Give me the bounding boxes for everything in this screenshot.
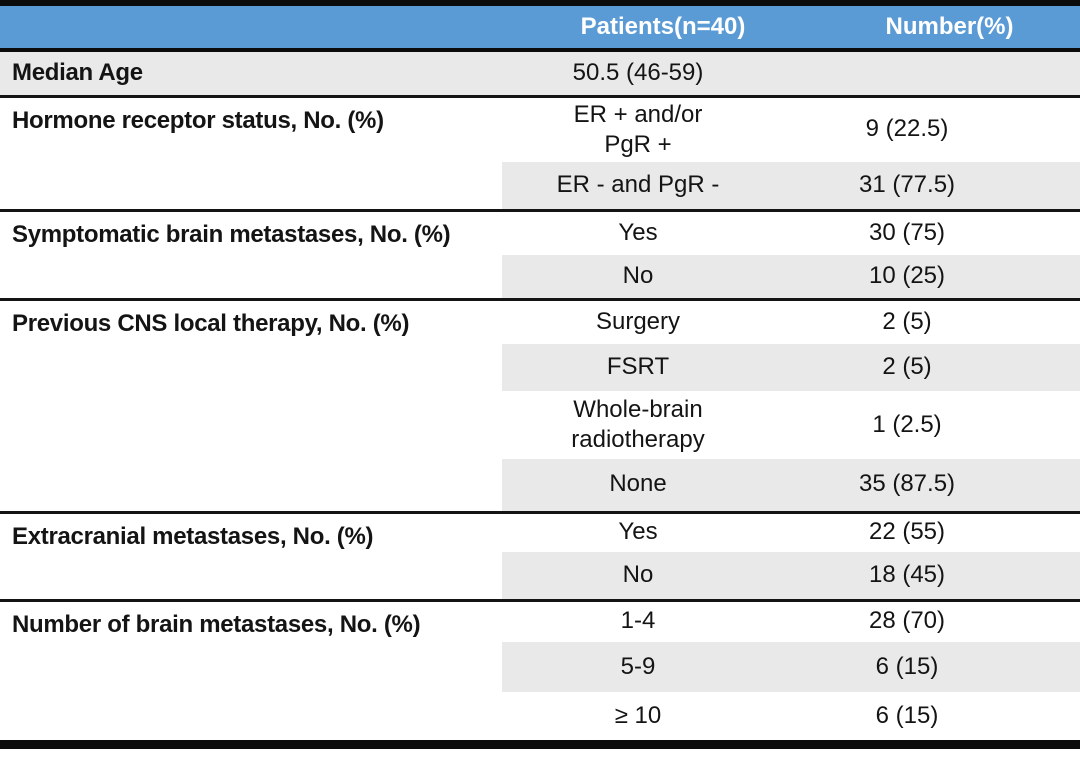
number-cell: 22 (55) — [868, 518, 946, 546]
table-row: FSRT 2 (5) — [0, 344, 1080, 391]
number-cell: 10 (25) — [774, 255, 1080, 299]
patients-cell: Whole-brain radiotherapy — [571, 396, 705, 453]
header-row: Patients(n=40) Number(%) — [0, 6, 1080, 50]
table-row: Number of brain metastases, No. (%) 1-4 … — [0, 600, 1080, 642]
table-row: Hormone receptor status, No. (%) ER + an… — [0, 96, 1080, 162]
empty-column-header — [0, 6, 502, 50]
number-cell: 6 (15) — [875, 701, 939, 729]
patients-cell: FSRT — [502, 344, 774, 391]
section-label-cell: Hormone receptor status, No. (%) — [12, 106, 384, 134]
number-cell: 2 (5) — [774, 344, 1080, 391]
table-row: Median Age 50.5 (46-59) — [0, 50, 1080, 96]
table-row: Whole-brain radiotherapy 1 (2.5) — [0, 391, 1080, 459]
section-label-cell: Median Age — [0, 50, 502, 96]
patient-characteristics-table-frame: Patients(n=40) Number(%) Median Age 50.5… — [0, 0, 1080, 749]
number-cell: 18 (45) — [774, 552, 1080, 600]
table-row: ≥ 10 6 (15) — [0, 692, 1080, 740]
table-row: No 18 (45) — [0, 552, 1080, 600]
number-cell: 2 (5) — [882, 307, 932, 335]
number-cell: 35 (87.5) — [774, 459, 1080, 512]
patients-cell: 1-4 — [620, 607, 656, 635]
table-row: 5-9 6 (15) — [0, 642, 1080, 692]
number-cell: 28 (70) — [868, 607, 946, 635]
section-label-cell: Number of brain metastases, No. (%) — [12, 610, 421, 638]
section-label-cell: Previous CNS local therapy, No. (%) — [12, 309, 410, 337]
table-row: None 35 (87.5) — [0, 459, 1080, 512]
table-row: ER - and PgR - 31 (77.5) — [0, 162, 1080, 210]
section-extracranial-metastases: Extracranial metastases, No. (%) Yes 22 … — [0, 512, 1080, 600]
patient-characteristics-table: Patients(n=40) Number(%) Median Age 50.5… — [0, 6, 1080, 740]
table-header: Patients(n=40) Number(%) — [0, 6, 1080, 50]
patients-cell: ER - and PgR - — [502, 162, 774, 210]
table-row: No 10 (25) — [0, 255, 1080, 299]
patients-cell: Yes — [618, 518, 658, 546]
patients-cell: Surgery — [595, 307, 681, 335]
patients-cell: ≥ 10 — [614, 701, 662, 729]
table-row: Extracranial metastases, No. (%) Yes 22 … — [0, 512, 1080, 552]
section-previous-cns-local-therapy: Previous CNS local therapy, No. (%) Surg… — [0, 299, 1080, 512]
number-cell: 30 (75) — [868, 218, 946, 246]
patients-cell: No — [502, 255, 774, 299]
number-cell: 31 (77.5) — [774, 162, 1080, 210]
section-symptomatic-brain-metastases: Symptomatic brain metastases, No. (%) Ye… — [0, 210, 1080, 299]
section-label-cell: Extracranial metastases, No. (%) — [12, 522, 374, 550]
patients-cell: 50.5 (46-59) — [502, 50, 774, 96]
patients-column-header: Patients(n=40) — [580, 13, 746, 40]
table-row: Previous CNS local therapy, No. (%) Surg… — [0, 299, 1080, 344]
section-hormone-receptor-status: Hormone receptor status, No. (%) ER + an… — [0, 96, 1080, 210]
patients-cell: No — [502, 552, 774, 600]
patients-cell: None — [502, 459, 774, 512]
number-cell: 1 (2.5) — [872, 410, 942, 438]
patients-cell: 5-9 — [502, 642, 774, 692]
patients-cell: Yes — [618, 218, 658, 246]
number-cell — [774, 50, 1080, 96]
section-label-cell: Symptomatic brain metastases, No. (%) — [12, 220, 451, 248]
number-cell: 6 (15) — [774, 642, 1080, 692]
number-column-header: Number(%) — [885, 13, 1014, 40]
section-number-of-brain-metastases: Number of brain metastases, No. (%) 1-4 … — [0, 600, 1080, 740]
table-row: Symptomatic brain metastases, No. (%) Ye… — [0, 210, 1080, 255]
patients-cell: ER + and/or PgR + — [573, 100, 703, 158]
section-median-age: Median Age 50.5 (46-59) — [0, 50, 1080, 96]
number-cell: 9 (22.5) — [865, 115, 949, 143]
